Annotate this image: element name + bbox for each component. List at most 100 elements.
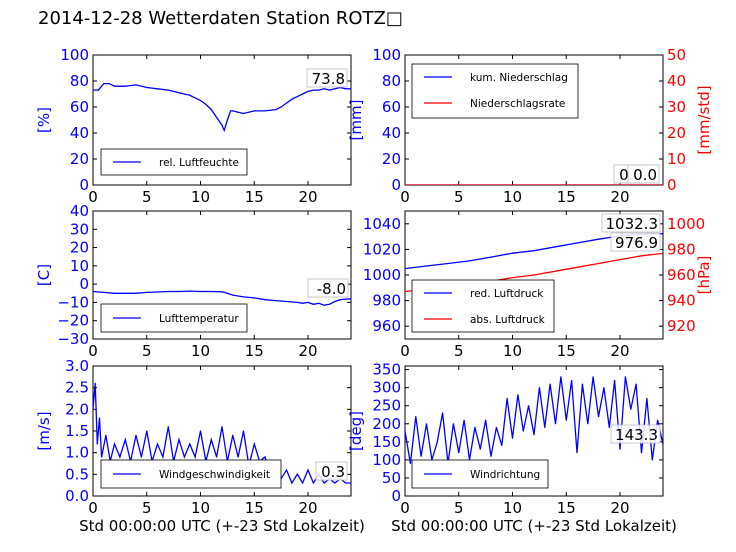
data-point — [442, 412, 444, 414]
x-tick-label: 5 — [454, 499, 464, 517]
data-point — [452, 423, 454, 425]
data-point — [549, 383, 551, 385]
data-point — [501, 444, 503, 446]
data-point — [447, 262, 449, 265]
data-point — [285, 300, 288, 303]
y-tick-label: 0.5 — [65, 465, 89, 483]
annotation-box — [627, 164, 660, 184]
legend: rel. Luftfeuchte — [100, 148, 248, 176]
x-tick-label: 10 — [503, 188, 522, 206]
x-tick-label: 15 — [557, 342, 576, 360]
data-point — [94, 382, 96, 384]
data-point — [538, 387, 541, 389]
data-point — [199, 430, 202, 432]
y-tick-label: 1040 — [363, 215, 401, 233]
data-point — [232, 294, 234, 296]
data-point — [630, 408, 632, 410]
data-point — [307, 469, 309, 471]
data-point — [253, 297, 255, 299]
data-point — [490, 256, 492, 258]
y-tick-label: 960 — [372, 317, 401, 335]
data-point — [237, 111, 239, 113]
y2-tick-label: 920 — [667, 317, 696, 335]
y-axis-label: [m/s] — [35, 411, 53, 450]
data-point — [291, 482, 293, 484]
data-point — [662, 443, 663, 445]
y-tick-label: 20 — [70, 239, 89, 257]
data-point — [296, 301, 298, 303]
data-point — [103, 291, 105, 293]
y-tick-label: 80 — [382, 72, 401, 90]
y2-tick-label: 940 — [667, 292, 696, 310]
plot-frame — [92, 210, 352, 340]
x-tick-label: 20 — [298, 499, 317, 517]
y-tick-label: 10 — [70, 257, 89, 275]
value-annotation: 1032.3 — [601, 213, 661, 233]
annotation-box — [307, 278, 349, 298]
y-tick-label: 0 — [391, 487, 401, 505]
x-axis-label: Std 00:00:00 UTC (+-23 Std Lokalzeit) — [391, 517, 677, 535]
data-point — [576, 452, 578, 454]
data-point — [237, 456, 239, 458]
data-point — [307, 90, 309, 92]
data-point — [194, 456, 196, 458]
data-point — [178, 290, 180, 293]
data-point — [436, 441, 438, 443]
series-line-1 — [93, 383, 351, 485]
data-point — [189, 443, 191, 445]
y-tick-label: 2.0 — [65, 400, 89, 418]
data-point — [105, 434, 107, 436]
data-point — [614, 379, 616, 381]
value-annotation: 0.0 — [627, 164, 660, 184]
data-point — [221, 426, 223, 428]
y-tick-label: 20 — [382, 150, 401, 168]
data-point — [113, 292, 116, 294]
y-axis-label: [deg] — [347, 411, 365, 451]
y-tick-label: 100 — [372, 46, 401, 64]
data-point — [323, 88, 325, 90]
y2-tick-label: 10 — [667, 150, 686, 168]
data-point — [350, 482, 351, 484]
y-tick-label: 2.5 — [65, 379, 89, 397]
data-point — [242, 430, 245, 432]
data-point — [242, 296, 245, 298]
data-point — [98, 417, 101, 419]
y-tick-label: 350 — [372, 361, 401, 379]
data-point — [312, 303, 314, 305]
x-tick-label: 15 — [245, 342, 264, 360]
data-point — [405, 184, 406, 185]
data-point — [113, 443, 116, 445]
data-point — [264, 456, 266, 458]
x-tick-label: 5 — [454, 188, 464, 206]
data-point — [635, 383, 637, 385]
data-point — [517, 394, 519, 396]
data-point — [651, 459, 653, 461]
annotation-text: 0.0 — [633, 166, 657, 184]
data-point — [463, 419, 465, 421]
data-point — [285, 469, 288, 471]
data-point — [210, 109, 212, 111]
annotation-text: 73.8 — [312, 70, 345, 88]
data-point — [511, 437, 514, 439]
data-point — [624, 376, 627, 378]
data-point — [506, 397, 508, 400]
legend: Windgeschwindigkeit — [100, 459, 282, 489]
data-point — [93, 290, 94, 293]
annotation-box — [315, 461, 348, 481]
y-tick-label: 980 — [372, 292, 401, 310]
data-point — [350, 88, 351, 90]
data-point — [210, 290, 212, 293]
y-tick-label: 1000 — [363, 266, 401, 284]
data-point — [285, 102, 288, 104]
data-point — [93, 408, 94, 410]
data-point — [124, 85, 126, 87]
annotation-text: 0.3 — [321, 463, 345, 481]
data-point — [226, 292, 228, 294]
legend-label: Windgeschwindigkeit — [159, 469, 270, 481]
data-point — [119, 456, 121, 458]
value-annotation: 73.8 — [306, 68, 348, 88]
data-point — [183, 456, 185, 458]
annotation-text: 143.3 — [615, 426, 658, 444]
